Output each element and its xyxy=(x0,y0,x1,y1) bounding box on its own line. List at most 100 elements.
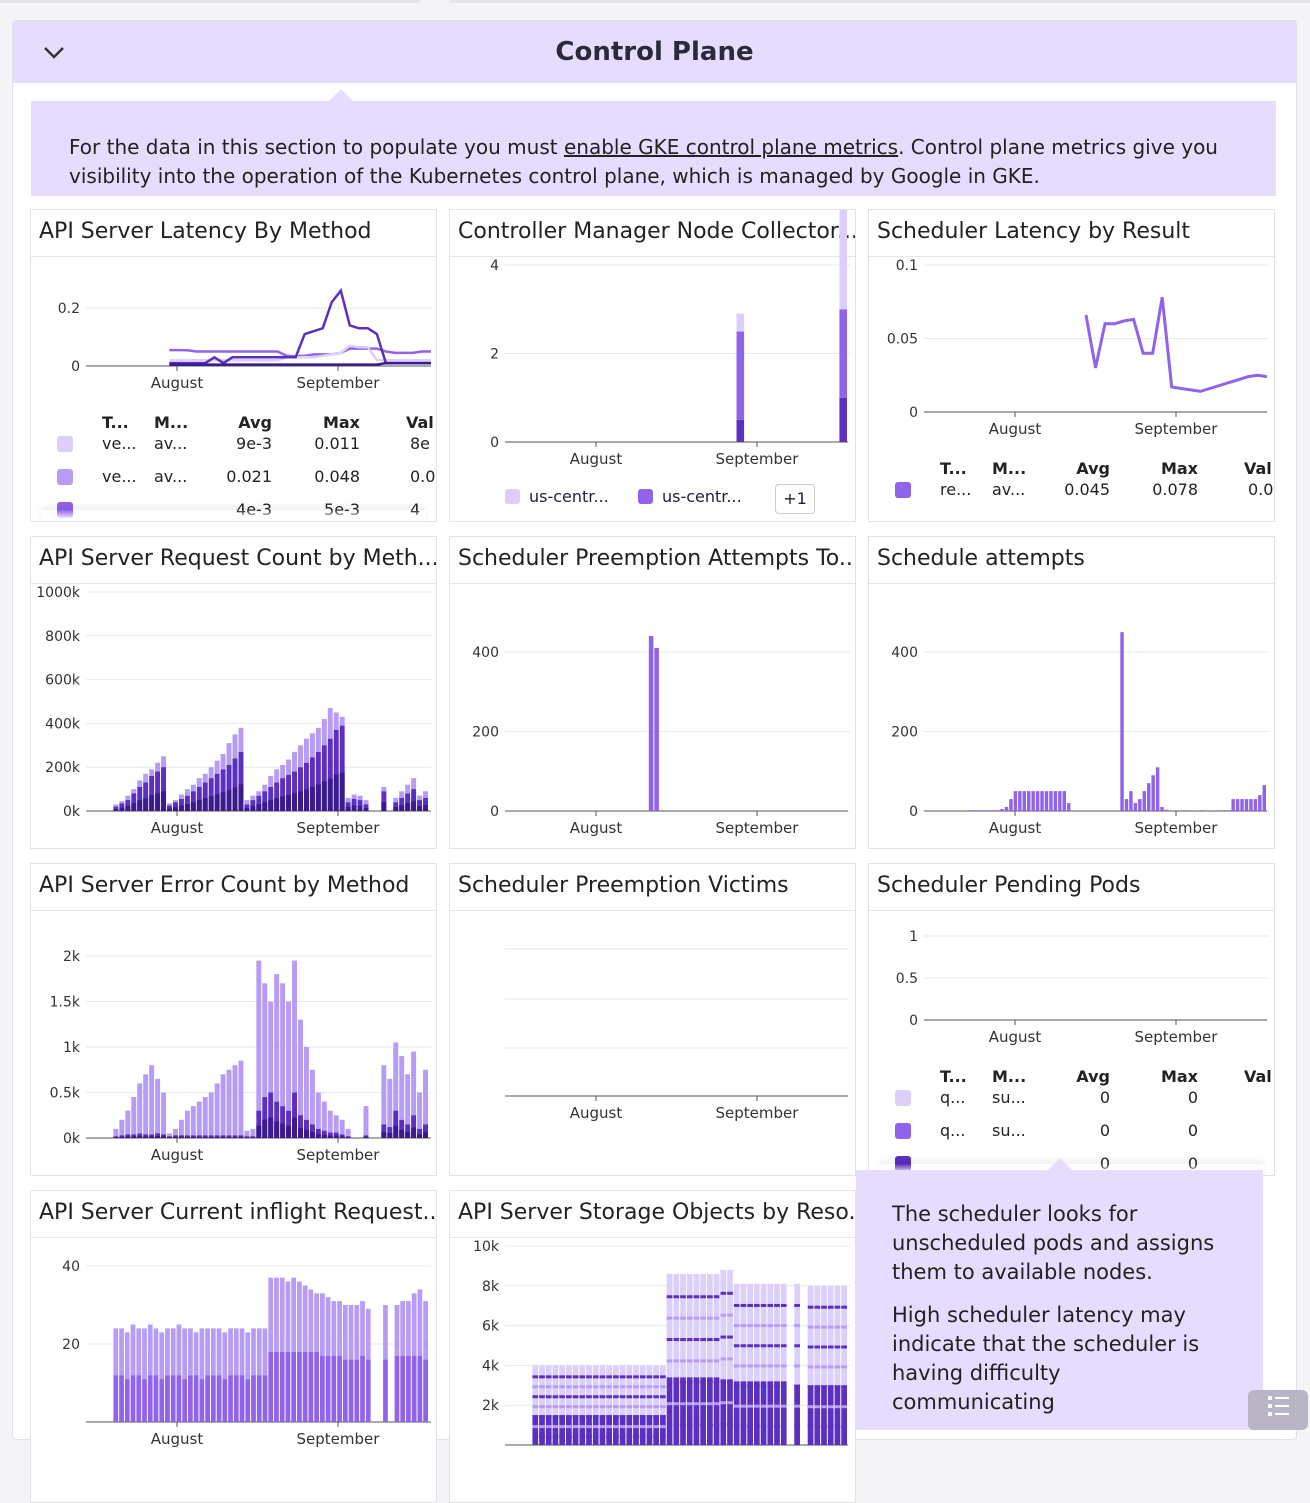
widget-scheduler-preemption-victims[interactable]: Scheduler Preemption Victims August Septem… xyxy=(449,863,856,1176)
bar-band xyxy=(693,1338,700,1342)
widget-controller-manager-node-collector[interactable]: Controller Manager Node Collector... 0 2 4 A… xyxy=(449,209,856,522)
bar-segment-light xyxy=(202,773,208,783)
legend-header[interactable]: Max xyxy=(1160,459,1198,478)
bar-segment-light xyxy=(220,754,226,770)
bar-band xyxy=(814,1385,821,1389)
bar-segment-light xyxy=(747,1283,754,1382)
bar-segment-light xyxy=(298,745,303,768)
bar-segment-dark xyxy=(268,786,274,811)
bar-band xyxy=(559,1435,566,1439)
legend-item[interactable]: us-centr... xyxy=(638,487,742,506)
legend-header[interactable]: M... xyxy=(154,413,189,432)
bar-segment-light xyxy=(119,1328,124,1376)
legend-swatch xyxy=(638,489,653,504)
bar-segment-dark xyxy=(400,1355,406,1422)
bar-band xyxy=(707,1295,713,1299)
widget-api-server-storage-objects-by-reso[interactable]: API Server Storage Objects by Reso... 2k 4… xyxy=(449,1190,856,1503)
legend-swatch xyxy=(57,436,73,452)
more-legend-button[interactable]: +1 xyxy=(775,484,815,514)
bar-band xyxy=(767,1344,774,1348)
widget-scheduler-pending-pods[interactable]: Scheduler Pending Pods 0 0.5 1 August Septemb… xyxy=(868,863,1275,1176)
bar-segment-darkest xyxy=(232,1136,238,1138)
bar-band xyxy=(754,1364,760,1368)
bar xyxy=(1129,791,1133,811)
legend-cell: 0.0 xyxy=(1248,480,1274,499)
bar-segment-darkest xyxy=(178,1136,184,1138)
bar-segment-light xyxy=(417,795,423,801)
widget-scheduler-latency-by-result[interactable]: Scheduler Latency by Result 0 0.05 0.1 Augus… xyxy=(868,209,1275,522)
bar-band xyxy=(599,1375,606,1379)
bar-segment-light xyxy=(559,1365,566,1416)
bar-band xyxy=(639,1395,646,1399)
bar-segment-light xyxy=(210,1328,216,1376)
bar xyxy=(654,648,659,811)
widget-title: API Server Request Count by Meth... xyxy=(31,537,436,584)
legend-header[interactable]: T... xyxy=(940,1067,967,1086)
bar-segment-dark xyxy=(700,1377,707,1445)
bar-segment-light xyxy=(673,1273,680,1378)
bar-band xyxy=(680,1423,686,1427)
bar-segment-dark xyxy=(417,1128,423,1138)
bar-segment-darkest xyxy=(274,798,280,811)
legend-header[interactable]: Avg xyxy=(1076,1067,1110,1086)
legend-item[interactable]: us-centr... xyxy=(505,487,609,506)
bar-segment-dark xyxy=(131,793,137,811)
bar-band xyxy=(639,1385,646,1389)
bar-segment-darkest xyxy=(226,790,232,811)
bar-segment-light xyxy=(155,762,161,772)
bar-segment-dark xyxy=(170,1375,176,1422)
widget-api-server-current-inflight-request[interactable]: API Server Current inflight Request... 20… xyxy=(30,1190,437,1503)
bar-segment-dark xyxy=(251,1375,256,1422)
legend-toggle-button[interactable] xyxy=(1248,1390,1308,1430)
bar-segment-light xyxy=(250,795,256,801)
bar-band xyxy=(673,1402,680,1406)
widget-scheduler-preemption-attempts-to[interactable]: Scheduler Preemption Attempts To... 0 200 4… xyxy=(449,536,856,849)
enable-metrics-link[interactable]: enable GKE control plane metrics xyxy=(563,135,899,159)
previous-section-edge xyxy=(0,0,420,3)
legend-swatch xyxy=(505,489,520,504)
bar-segment-light xyxy=(363,1106,369,1136)
y-tick-label: 10k xyxy=(473,1239,500,1255)
chevron-down-icon[interactable] xyxy=(41,39,67,65)
legend-header[interactable]: T... xyxy=(940,459,967,478)
widget-schedule-attempts[interactable]: Schedule attempts 0 200 400 August September xyxy=(868,536,1275,849)
widget-title: Controller Manager Node Collector... xyxy=(450,210,855,257)
widget-api-server-latency-by-method[interactable]: API Server Latency By Method 0 0.2 August Se… xyxy=(30,209,437,522)
bar-band xyxy=(700,1380,707,1384)
legend-header[interactable]: T... xyxy=(102,413,129,432)
legend-header[interactable]: Avg xyxy=(238,413,272,432)
bar-band xyxy=(660,1405,666,1409)
bar-segment-dark xyxy=(539,1415,545,1445)
bar-band xyxy=(774,1364,780,1368)
bar-segment-darkest xyxy=(351,805,357,811)
bar-band xyxy=(794,1344,801,1348)
legend-header[interactable]: Val xyxy=(406,413,434,432)
bar-segment-light xyxy=(394,1305,400,1356)
legend-header[interactable]: M... xyxy=(992,459,1027,478)
bar-segment-dark xyxy=(566,1415,572,1445)
bar-segment-dark xyxy=(125,800,131,811)
legend-header[interactable]: M... xyxy=(992,1067,1027,1086)
widget-api-server-error-count-by-method[interactable]: API Server Error Count by Method 0k 0.5k 1k… xyxy=(30,863,437,1176)
section-header[interactable]: Control Plane xyxy=(13,21,1296,83)
bar-band xyxy=(613,1415,619,1419)
bar-segment-darkest xyxy=(315,784,321,811)
bar-segment-dark xyxy=(365,1359,371,1422)
legend-header[interactable]: Avg xyxy=(1076,459,1110,478)
bar-segment-darkest xyxy=(327,778,333,811)
bar-band xyxy=(821,1385,827,1389)
bar-segment-light xyxy=(222,1332,228,1380)
bar-segment-dark xyxy=(119,1135,125,1138)
legend-header[interactable]: Max xyxy=(1160,1067,1198,1086)
legend-header[interactable]: Max xyxy=(322,413,360,432)
legend-header[interactable]: Val xyxy=(1244,459,1272,478)
bar-segment-light xyxy=(754,1283,760,1382)
bar-segment-dark xyxy=(740,1381,747,1445)
legend-cell: 0.045 xyxy=(1064,480,1110,499)
x-tick-label: August xyxy=(989,1028,1042,1046)
chart: 0 0.5 1 August September xyxy=(896,929,1269,1046)
bar-segment-dark xyxy=(147,1375,153,1422)
widget-api-server-request-count-by-meth[interactable]: API Server Request Count by Meth... 0k 200… xyxy=(30,536,437,849)
legend-header[interactable]: Val xyxy=(1244,1067,1272,1086)
bar-segment-darkest xyxy=(190,1136,196,1138)
